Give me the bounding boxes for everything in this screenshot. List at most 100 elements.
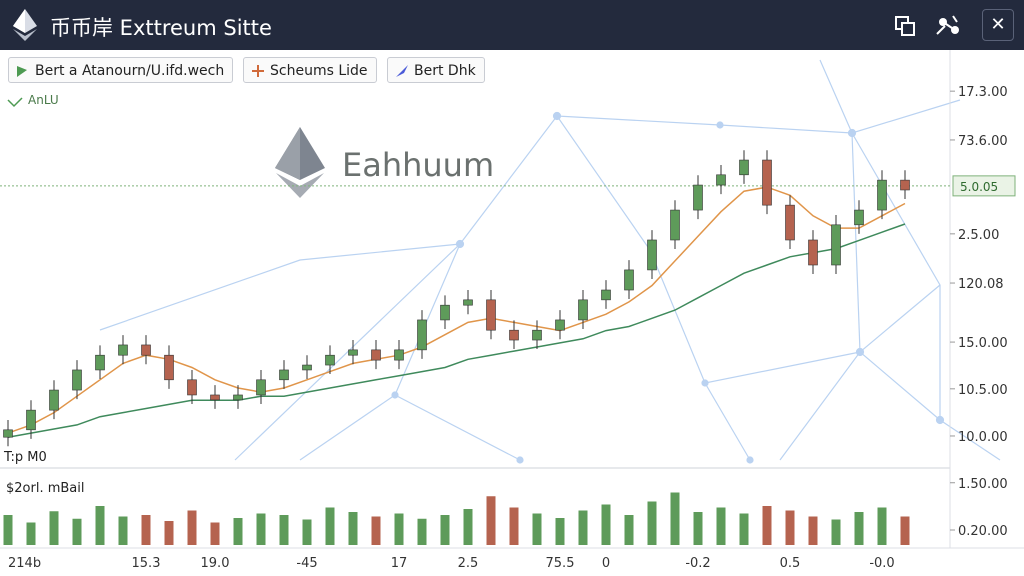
toolbar-button[interactable]: Scheums Lide bbox=[243, 57, 377, 83]
candle-body bbox=[26, 409, 36, 431]
candle-body bbox=[49, 389, 59, 411]
volume-bar bbox=[716, 507, 726, 545]
x-tick-label: 75.5 bbox=[546, 556, 575, 571]
candle-body bbox=[3, 429, 13, 438]
copy-icon[interactable] bbox=[893, 14, 917, 38]
volume-bar bbox=[463, 509, 473, 545]
candle-body bbox=[670, 209, 680, 241]
toolbar-button[interactable]: Bert Dhk bbox=[387, 57, 485, 83]
candle-body bbox=[164, 354, 174, 381]
candle-body bbox=[72, 369, 82, 391]
volume-bar bbox=[256, 513, 266, 545]
volume-bar bbox=[624, 515, 634, 545]
close-button[interactable]: ✕ bbox=[982, 9, 1014, 41]
candle-body bbox=[808, 239, 818, 266]
candle-body bbox=[785, 204, 795, 241]
x-tick-label: -45 bbox=[296, 556, 317, 571]
candle-body bbox=[486, 299, 496, 331]
x-tick-label: 2.5 bbox=[458, 556, 479, 571]
volume-bar bbox=[532, 513, 542, 545]
volume-bar bbox=[578, 510, 588, 545]
candle-body bbox=[693, 184, 703, 211]
x-tick-label: -0.2 bbox=[685, 556, 710, 571]
volume-bar bbox=[302, 519, 312, 545]
candle-body bbox=[417, 319, 427, 351]
candle-body bbox=[141, 344, 151, 356]
volume-bar bbox=[95, 506, 105, 545]
candle-body bbox=[302, 364, 312, 371]
x-tick-label: 17 bbox=[391, 556, 408, 571]
volume-bar bbox=[854, 512, 864, 545]
volume-bar bbox=[601, 504, 611, 545]
volume-bar bbox=[486, 496, 496, 545]
volume-bar bbox=[440, 515, 450, 545]
candle-body bbox=[256, 379, 266, 396]
candle-body bbox=[532, 329, 542, 341]
pane-label: T:p M0 bbox=[3, 450, 47, 465]
logo bbox=[13, 9, 37, 41]
volume-bar bbox=[233, 518, 243, 545]
background-network bbox=[99, 59, 1001, 464]
volume-bar bbox=[693, 512, 703, 545]
moving-average bbox=[7, 186, 906, 434]
candle-body bbox=[831, 224, 841, 266]
volume-bar bbox=[394, 513, 404, 545]
volume-bar bbox=[808, 516, 818, 545]
watermark-text: Eahhuum bbox=[342, 146, 494, 184]
y-tick-label: 73.6.00 bbox=[958, 134, 1008, 149]
volume-bar bbox=[118, 516, 128, 545]
volume-bar bbox=[877, 507, 887, 545]
volume-bar bbox=[762, 506, 772, 545]
y-tick-label: 0.20.00 bbox=[958, 524, 1008, 539]
x-tick-label: 19.0 bbox=[201, 556, 230, 571]
candle-body bbox=[624, 269, 634, 291]
candle-body bbox=[601, 289, 611, 301]
settings-icon[interactable] bbox=[935, 14, 963, 38]
x-tick-label: 0.5 bbox=[780, 556, 801, 571]
volume-bar bbox=[509, 507, 519, 545]
volume-bar bbox=[555, 518, 565, 545]
x-tick-label: 0 bbox=[602, 556, 610, 571]
volume-bar bbox=[739, 513, 749, 545]
button-label: Scheums Lide bbox=[270, 63, 368, 79]
volume-bar bbox=[72, 518, 82, 545]
volume-bar bbox=[49, 511, 59, 545]
volume-bar bbox=[417, 518, 427, 545]
y-tick-label: 10.0.00 bbox=[958, 430, 1008, 445]
y-tick-label: 120.08 bbox=[958, 277, 1004, 292]
candle-body bbox=[555, 319, 565, 331]
last-price-label: 5.0.05 bbox=[960, 180, 998, 194]
y-tick-label: 17.3.00 bbox=[958, 85, 1008, 100]
volume-bar bbox=[371, 516, 381, 545]
candle-body bbox=[716, 174, 726, 186]
legend-icon bbox=[7, 97, 23, 108]
candle-body bbox=[95, 354, 105, 371]
x-tick-label: 15.3 bbox=[132, 556, 161, 571]
window-title: 币币岸 Exttreum Sitte bbox=[50, 16, 272, 40]
volume-bar bbox=[900, 516, 910, 545]
volume-bar bbox=[3, 515, 13, 545]
volume-bar bbox=[141, 515, 151, 545]
legend-label: AnLU bbox=[28, 93, 59, 107]
candle-body bbox=[371, 349, 381, 361]
x-tick-label: -0.0 bbox=[869, 556, 894, 571]
candle-body bbox=[877, 179, 887, 211]
watermark bbox=[275, 127, 325, 198]
volume-bar bbox=[647, 501, 657, 545]
toolbar-button[interactable]: Bert a Atanourn/U.ifd.wech bbox=[8, 57, 234, 83]
candle-body bbox=[647, 239, 657, 271]
volume-bar bbox=[164, 521, 174, 545]
candle-body bbox=[762, 159, 772, 206]
moving-average bbox=[7, 223, 906, 438]
last-price-box bbox=[952, 175, 1016, 197]
y-tick-label: 15.0.00 bbox=[958, 336, 1008, 351]
pane-label: $2orl. mBail bbox=[6, 481, 85, 496]
candle-body bbox=[739, 159, 749, 176]
candle-body bbox=[394, 349, 404, 361]
candle-body bbox=[210, 394, 220, 401]
volume-bar bbox=[348, 512, 358, 545]
button-label: Bert Dhk bbox=[414, 63, 476, 79]
y-tick-label: 1.50.00 bbox=[958, 477, 1008, 492]
candle-body bbox=[187, 379, 197, 396]
